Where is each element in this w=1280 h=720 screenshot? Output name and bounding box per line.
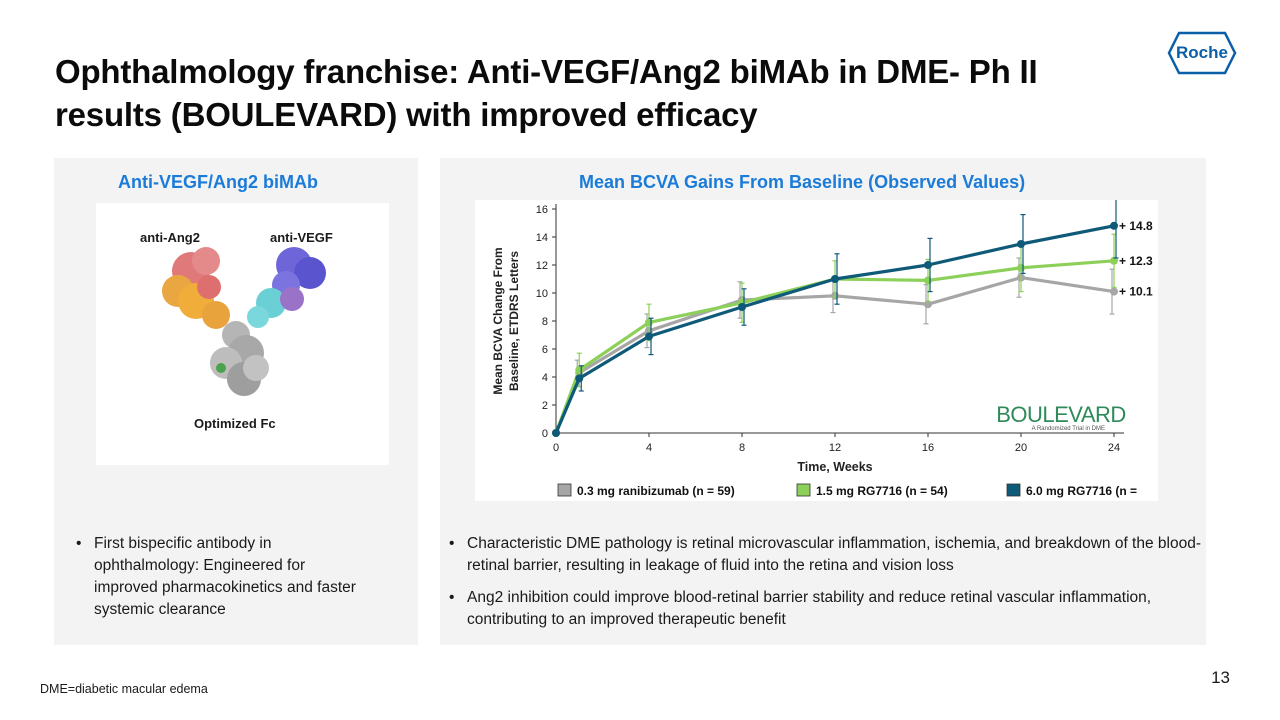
anti-ang2-label: anti-Ang2 [140, 230, 200, 245]
y-tick-label: 14 [536, 232, 548, 244]
x-tick-label: 20 [1015, 442, 1027, 454]
footnote: DME=diabetic macular edema [40, 682, 208, 696]
x-tick-label: 12 [829, 442, 841, 454]
x-tick-label: 16 [922, 442, 934, 454]
hexagon-icon [1167, 31, 1237, 75]
y-axis-label: Mean BCVA Change From [491, 247, 505, 394]
data-point [738, 303, 746, 311]
boulevard-watermark-subtitle: A Randomized Trial in DME [1032, 426, 1105, 432]
legend-swatch [557, 483, 572, 497]
end-value-label: + 12.3 [1119, 254, 1153, 268]
data-point [645, 318, 653, 327]
roche-logo: Roche [1167, 31, 1237, 75]
antibody-structure-icon [162, 247, 326, 396]
data-point [1017, 240, 1025, 248]
series-line [554, 224, 1115, 434]
logo-text: Roche [1176, 43, 1228, 62]
antibody-figure [96, 203, 389, 465]
x-tick-label: 24 [1108, 442, 1120, 454]
legend-label: 0.3 mg ranibizumab (n = 59) [577, 484, 735, 498]
anti-vegf-label: anti-VEGF [270, 230, 333, 245]
left-bullets: First bispecific antibody in ophthalmolo… [72, 533, 372, 631]
y-axis-label: Baseline, ETDRS Letters [507, 251, 521, 391]
left-panel-heading: Anti-VEGF/Ang2 biMAb [118, 172, 318, 192]
data-point [1110, 256, 1118, 265]
end-value-label: + 10.1 [1119, 285, 1153, 299]
series-line [554, 259, 1115, 434]
right-bullets: Characteristic DME pathology is retinal … [445, 533, 1215, 641]
bullet-item: Ang2 inhibition could improve blood-reti… [445, 587, 1215, 631]
x-tick-label: 8 [739, 442, 745, 454]
data-point [1110, 221, 1118, 230]
data-point [575, 374, 584, 383]
end-value-label: + 14.8 [1119, 219, 1153, 233]
chart-heading: Mean BCVA Gains From Baseline (Observed … [579, 172, 1026, 192]
y-tick-label: 0 [542, 428, 548, 440]
x-axis-label: Time, Weeks [797, 460, 872, 474]
data-point [552, 429, 560, 437]
data-point [645, 332, 653, 341]
legend-label: 6.0 mg RG7716 (n = [1026, 484, 1137, 498]
data-point [831, 275, 839, 283]
data-point [924, 276, 932, 285]
series-line [554, 275, 1115, 434]
y-tick-label: 6 [542, 344, 548, 356]
legend-label: 1.5 mg RG7716 (n = 54) [816, 484, 948, 498]
y-tick-label: 10 [536, 288, 548, 300]
page-title: Ophthalmology franchise: Anti-VEGF/Ang2 … [55, 53, 1038, 133]
data-point [575, 366, 584, 374]
boulevard-watermark: BOULEVARD [996, 402, 1126, 427]
page-number: 13 [1211, 668, 1230, 687]
data-point [1017, 263, 1025, 272]
data-point [924, 300, 932, 309]
y-tick-label: 12 [536, 260, 548, 272]
x-tick-label: 4 [646, 442, 652, 454]
bullet-item: First bispecific antibody in ophthalmolo… [72, 533, 372, 621]
y-tick-label: 4 [542, 372, 548, 384]
y-tick-label: 2 [542, 400, 548, 412]
legend-swatch [1006, 483, 1021, 497]
data-point [924, 261, 932, 269]
optimized-fc-label: Optimized Fc [194, 416, 276, 431]
y-tick-label: 16 [536, 204, 548, 216]
x-tick-label: 0 [553, 442, 559, 454]
chart-area: 0 2 4 6 8 10 12 14 16 0 4 8 12 16 20 24 Time, Weeks Mean … [475, 192, 1158, 501]
bullet-item: Characteristic DME pathology is retinal … [445, 533, 1215, 577]
y-tick-label: 8 [542, 316, 548, 328]
data-point [1110, 287, 1118, 296]
legend-swatch [796, 483, 811, 497]
